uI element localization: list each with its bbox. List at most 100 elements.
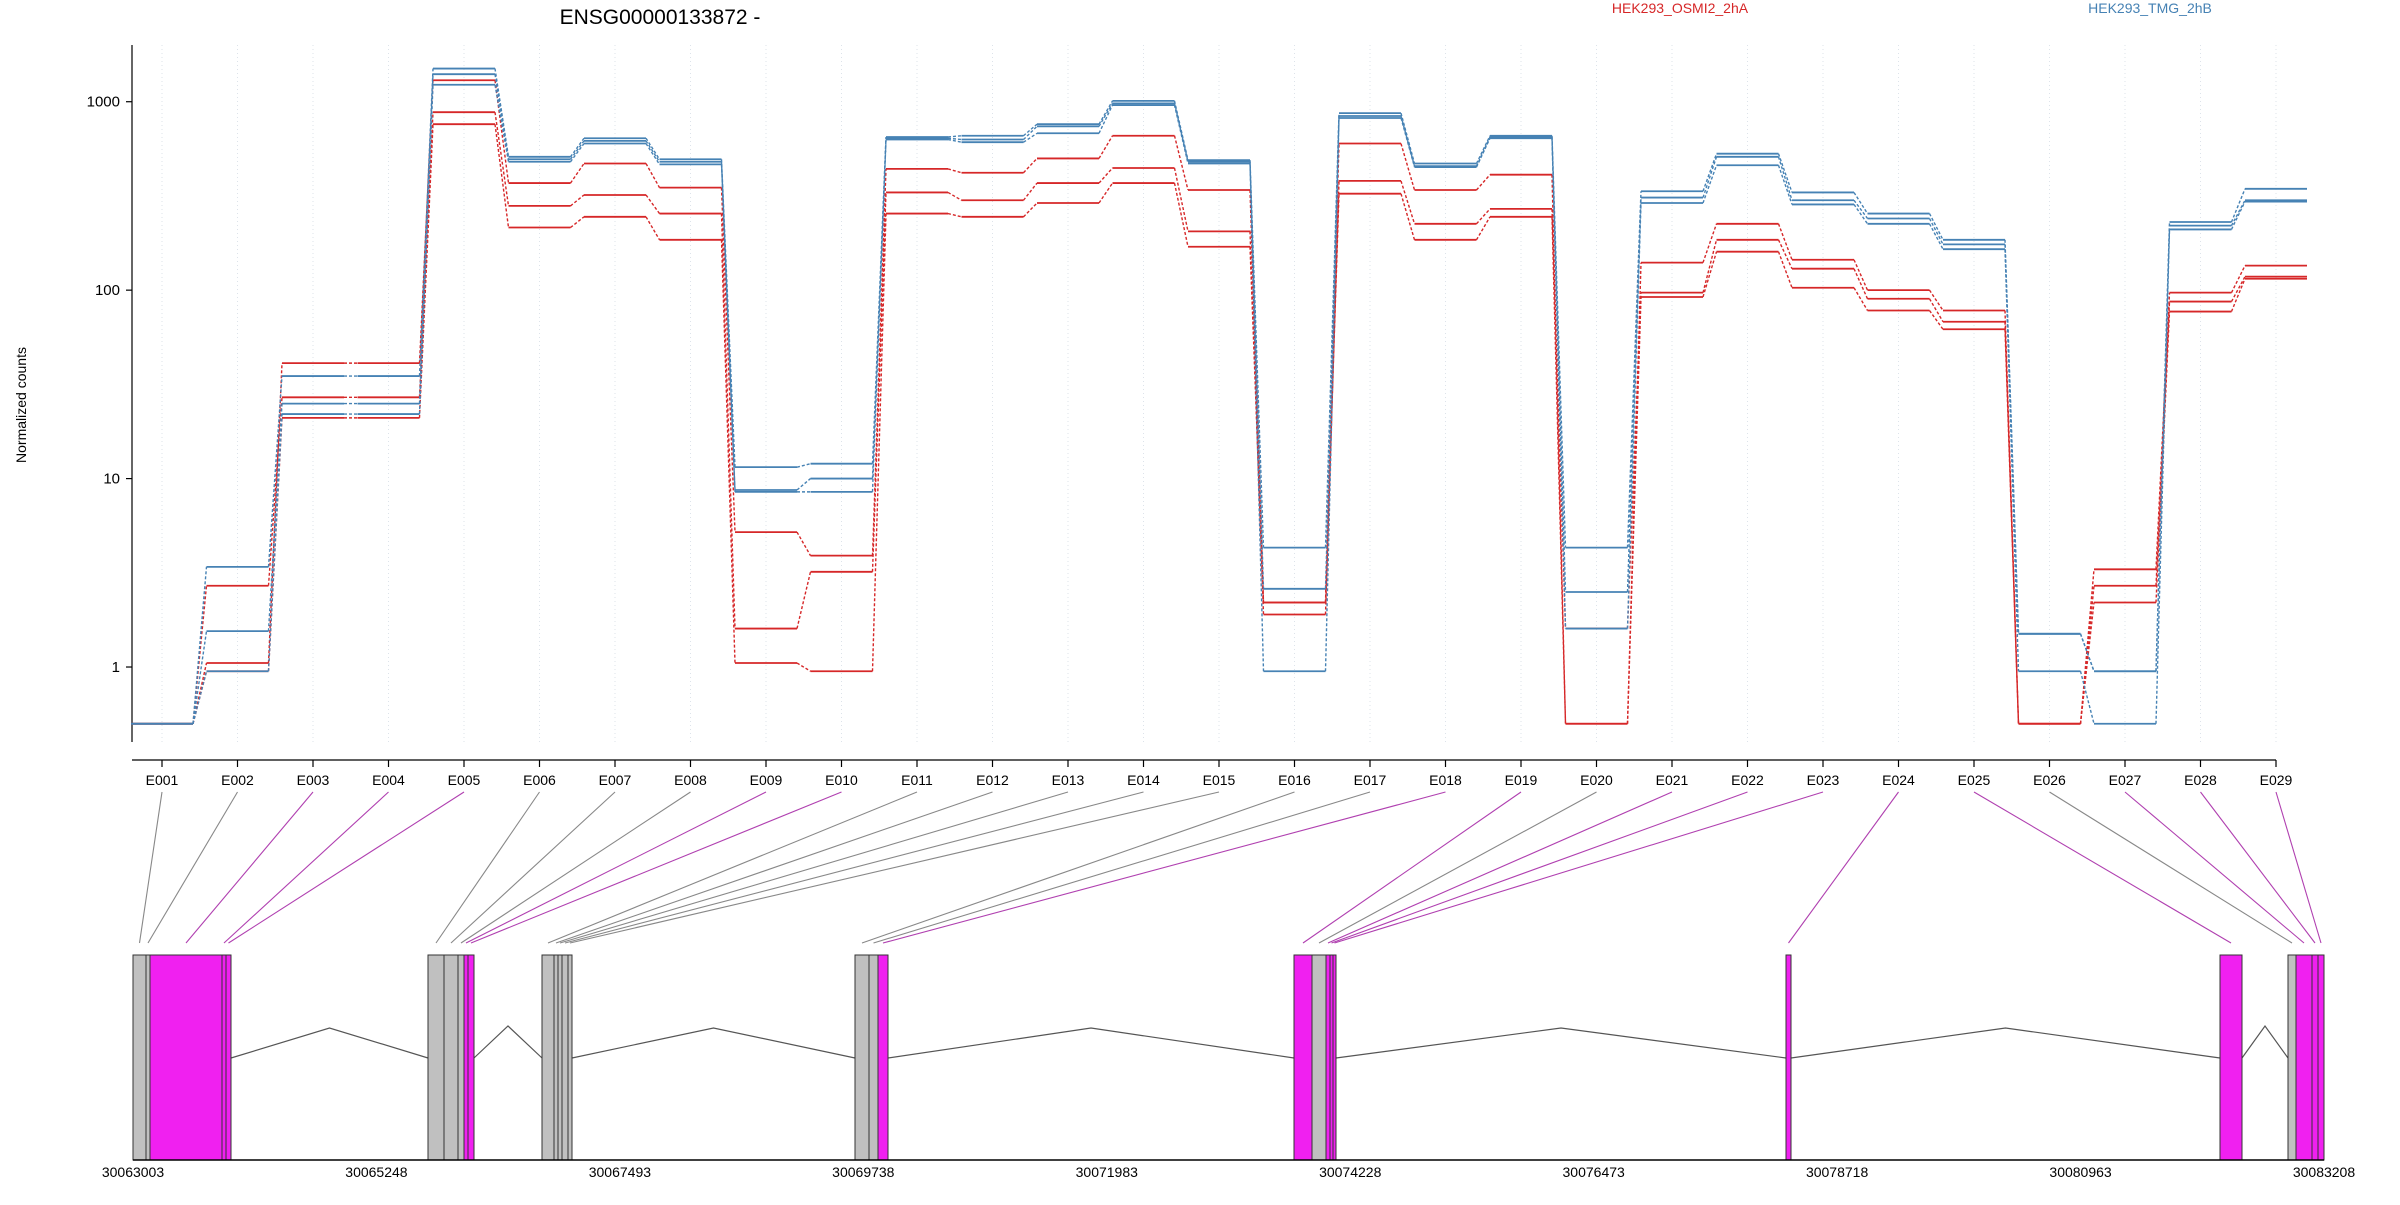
- x-tick-label: E006: [523, 772, 556, 788]
- exon-box: [457, 954, 465, 1161]
- series-connector: [569, 137, 585, 158]
- x-tick-label: E028: [2184, 772, 2217, 788]
- exon-connector: [1302, 791, 1522, 944]
- intron-line: [571, 1027, 856, 1059]
- series-connector: [1098, 167, 1114, 184]
- x-tick-label: E027: [2109, 772, 2142, 788]
- series-connector: [871, 139, 887, 492]
- series-connector: [267, 363, 283, 664]
- series-connector: [1702, 223, 1718, 263]
- x-tick-label: E016: [1278, 772, 1311, 788]
- series-connector: [418, 112, 434, 398]
- y-tick-label: 1000: [87, 94, 120, 111]
- exon-box: [557, 954, 563, 1161]
- series-connector: [947, 138, 962, 143]
- exon-box: [2287, 954, 2297, 1161]
- series-connector: [1777, 239, 1793, 269]
- series-connector: [720, 239, 736, 664]
- series-connector: [267, 414, 283, 672]
- series-connector: [418, 68, 434, 377]
- series-connector: [267, 403, 283, 632]
- exon-connector: [559, 791, 1069, 944]
- series-connector: [1928, 213, 1944, 241]
- series-connector: [494, 112, 510, 206]
- exon-box: [1332, 954, 1337, 1161]
- exon-box: [149, 954, 223, 1161]
- exon-connector: [1334, 791, 1824, 944]
- series-connector: [871, 192, 887, 572]
- series-connector: [1551, 216, 1567, 724]
- axes-layer: 1 10 100 1000 E001 E002 E003 E004 E005 E006 E007 E0…: [87, 45, 2293, 788]
- exon-box: [463, 954, 469, 1161]
- series-connector: [947, 137, 962, 141]
- exon-connector: [882, 791, 1446, 944]
- series-connector: [569, 140, 585, 160]
- legend-label-osmi2: HEK293_OSMI2_2hA: [1612, 0, 1749, 16]
- exon-connector: [547, 791, 918, 944]
- series-5: [131, 73, 2307, 725]
- y-tick-label: 1: [112, 659, 120, 676]
- series-connector: [645, 143, 661, 165]
- series-connector: [1702, 165, 1718, 204]
- x-tick-label: E003: [297, 772, 330, 788]
- exon-box: [221, 954, 227, 1161]
- x-tick-label: E001: [146, 772, 179, 788]
- exon-connector: [873, 791, 1371, 944]
- series-connector: [1324, 117, 1340, 672]
- series-connector: [1702, 239, 1718, 293]
- series-connector: [2230, 188, 2246, 223]
- series-connector: [192, 631, 208, 724]
- exon-connector: [569, 791, 1220, 944]
- coordinate-label: 30065248: [345, 1164, 408, 1180]
- series-connector: [1626, 197, 1642, 593]
- series-connector: [494, 84, 510, 162]
- series-connector: [1702, 251, 1718, 298]
- coordinate-label: 30074228: [1319, 1164, 1382, 1180]
- exon-box: [225, 954, 232, 1161]
- series-connector: [1777, 156, 1793, 201]
- exon-connector: [185, 791, 314, 944]
- series-connector: [1324, 115, 1340, 589]
- series-connector: [2230, 276, 2246, 302]
- series-connector: [192, 585, 208, 724]
- series-connector: [1475, 208, 1491, 225]
- exon-connector: [147, 791, 238, 944]
- exon-box: [132, 954, 147, 1161]
- series-connector: [1928, 310, 1944, 330]
- exon-connector: [1973, 791, 2232, 944]
- series-connector: [796, 571, 812, 629]
- exon-box: [854, 954, 870, 1161]
- coordinate-label: 30076473: [1563, 1164, 1626, 1180]
- x-tick-label: E004: [372, 772, 405, 788]
- series-connector: [1551, 138, 1567, 629]
- series-connector: [2155, 225, 2171, 672]
- x-tick-label: E015: [1203, 772, 1236, 788]
- x-tick-label: E020: [1580, 772, 1613, 788]
- legend-label-tmg: HEK293_TMG_2hB: [2088, 0, 2212, 16]
- x-tick-label: E025: [1958, 772, 1991, 788]
- series-connector: [1853, 204, 1869, 225]
- series-connector: [494, 124, 510, 228]
- series-connector: [2155, 229, 2171, 724]
- series-connector: [1777, 165, 1793, 205]
- series-connector: [1475, 135, 1491, 164]
- intron-line: [887, 1027, 1295, 1059]
- coordinate-label: 30080963: [2049, 1164, 2112, 1180]
- x-tick-label: E021: [1656, 772, 1689, 788]
- exon-connector: [1318, 791, 1597, 944]
- x-tick-label: E011: [901, 772, 933, 788]
- series-connector: [1928, 218, 1944, 245]
- exon-box: [145, 954, 151, 1161]
- series-connector: [1702, 156, 1718, 198]
- series-connector: [1400, 193, 1416, 241]
- series-layer: [131, 67, 2307, 725]
- exon-connector: [2049, 791, 2293, 944]
- series-connector: [569, 143, 585, 163]
- exon-box: [427, 954, 445, 1161]
- series-connector: [1400, 115, 1416, 167]
- x-tick-label: E009: [750, 772, 783, 788]
- series-connector: [947, 168, 962, 174]
- series-connector: [2004, 249, 2020, 672]
- x-tick-label: E029: [2260, 772, 2293, 788]
